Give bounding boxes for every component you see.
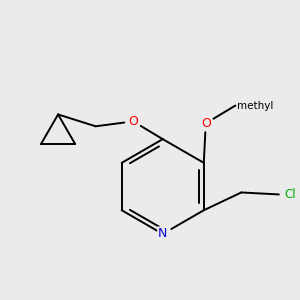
Text: Cl: Cl [285, 188, 296, 201]
Text: N: N [158, 227, 167, 240]
Text: O: O [128, 115, 138, 128]
Text: O: O [201, 117, 211, 130]
Text: methyl: methyl [237, 100, 274, 111]
